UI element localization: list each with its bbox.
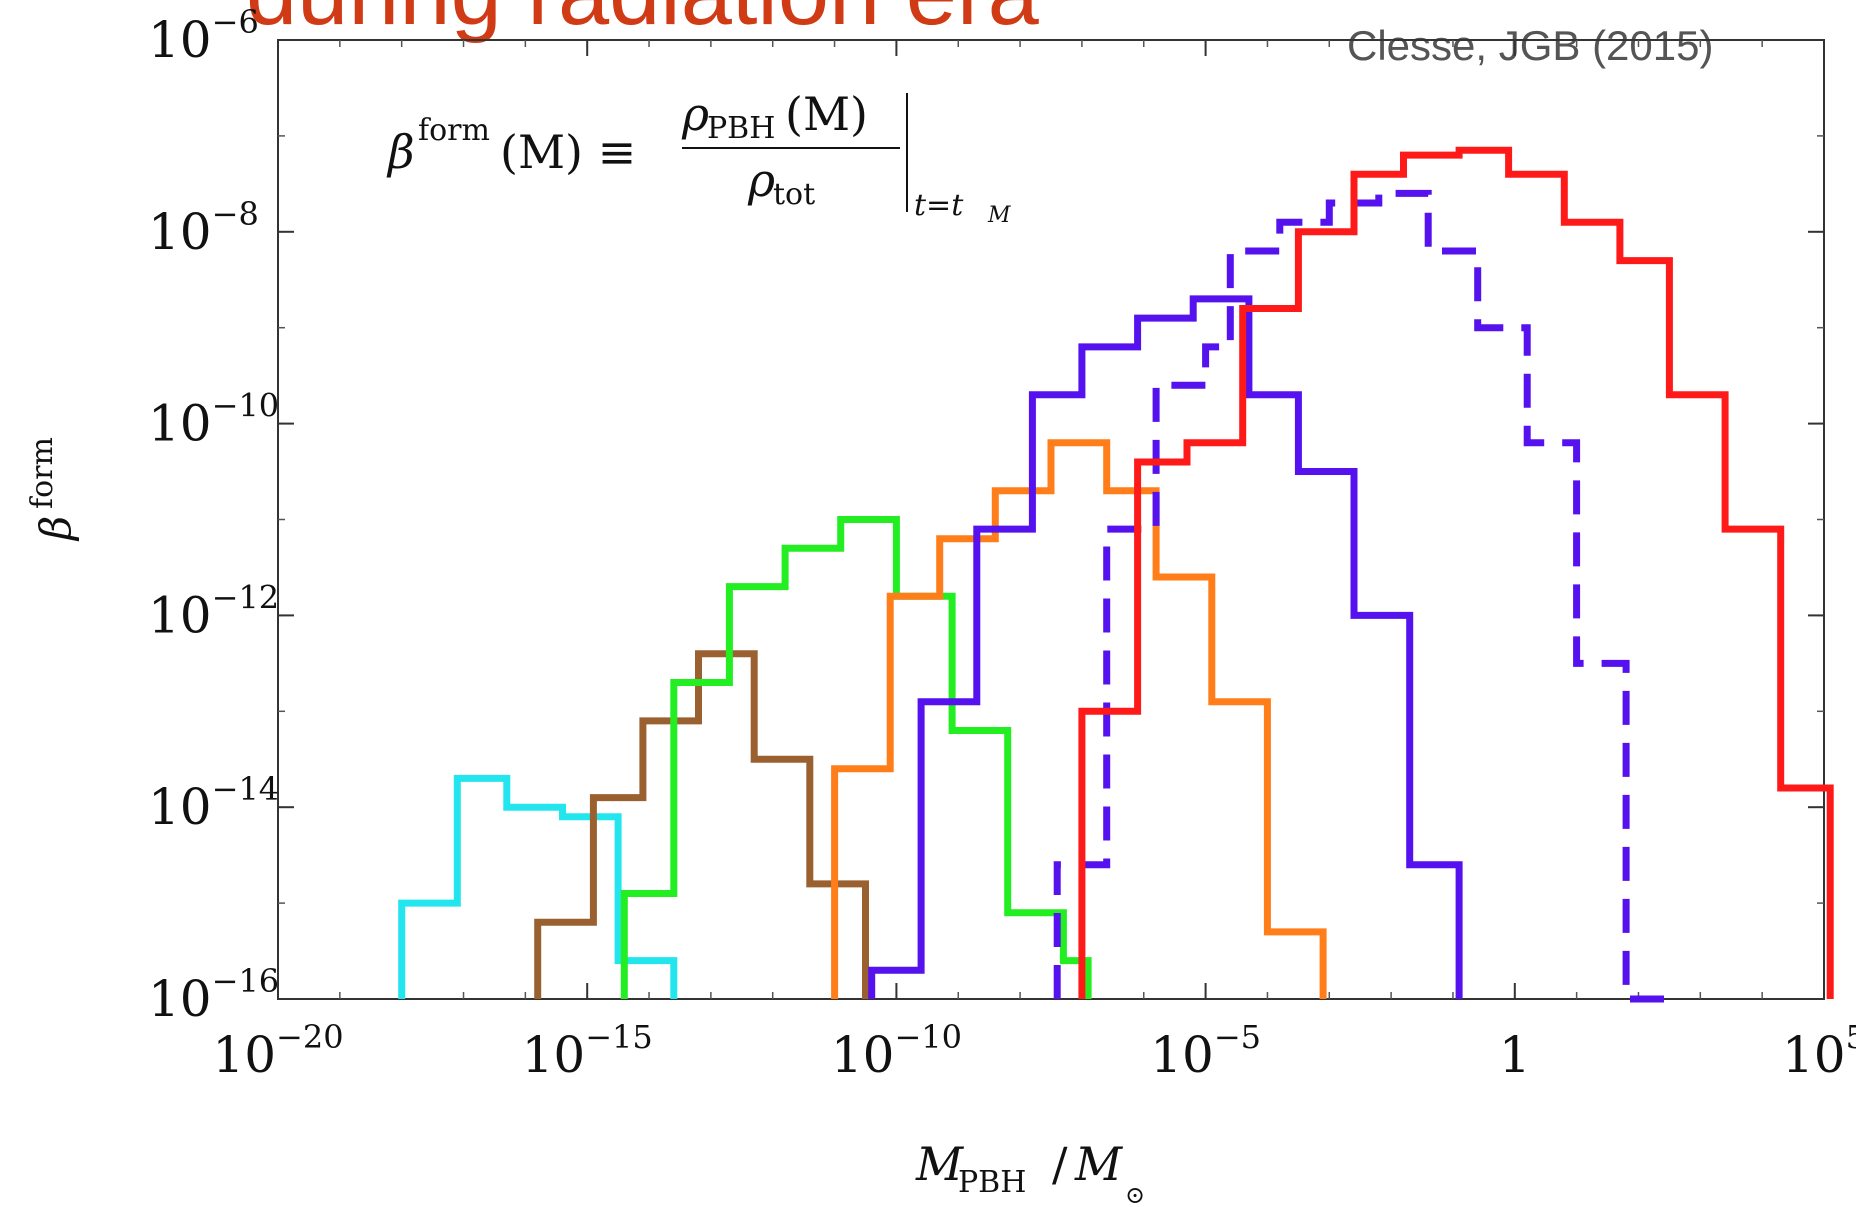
- x-tick-label-exp: −10: [894, 1018, 962, 1056]
- y-tick-label-exp: −6: [212, 3, 259, 41]
- x-tick-label-base: 1: [1499, 1026, 1531, 1084]
- y-tick-label-base: 10: [148, 970, 212, 1028]
- x-tick-label-exp: 5: [1846, 1018, 1856, 1056]
- x-tick-label: 1: [1499, 1026, 1531, 1084]
- y-tick-label-base: 10: [148, 395, 212, 453]
- y-axis-label-sup: form: [25, 437, 60, 509]
- y-tick-label: 10−16: [148, 962, 279, 1028]
- series-line-2: [534, 650, 869, 999]
- formula-denominator-sub: tot: [773, 177, 815, 212]
- x-axis-label-main: M: [915, 1137, 965, 1191]
- y-tick-label-exp: −10: [212, 387, 280, 425]
- series-line-4: [831, 439, 1327, 999]
- minor-ticks: [277, 39, 1825, 1000]
- series-line-6: [1053, 189, 1676, 1003]
- plot-frame: [277, 39, 1825, 1000]
- x-tick-label-base: 10: [522, 1026, 586, 1084]
- y-tick-label-exp: −16: [212, 962, 280, 1000]
- x-axis-label-slash: /: [1052, 1137, 1068, 1191]
- x-axis-label-sub: PBH: [958, 1165, 1026, 1200]
- formula-numerator-sub: PBH: [707, 111, 775, 146]
- y-tick-label: 10−12: [148, 578, 279, 644]
- series-line-3: [620, 516, 1092, 999]
- formula-lhs: β: [386, 125, 415, 179]
- formula: β form (M) ≡ ρ PBH (M) ρ tot t=t M: [386, 87, 1011, 228]
- y-tick-label: 10−14: [148, 770, 279, 836]
- y-tick-label: 10−10: [148, 387, 279, 453]
- series-layer: [398, 146, 1834, 1003]
- y-tick-label-exp: −12: [212, 578, 280, 616]
- x-tick-label-exp: −15: [585, 1018, 653, 1056]
- y-tick-label-exp: −14: [212, 770, 280, 808]
- y-tick-label: 10−8: [148, 195, 259, 261]
- x-tick-label: 105: [1782, 1018, 1856, 1084]
- formula-denominator: ρ: [747, 153, 775, 207]
- x-tick-label: 10−15: [522, 1018, 653, 1084]
- x-tick-labels: 10−20 10−15 10−10 10−5 1 105: [212, 1018, 1856, 1084]
- series-line-5: [868, 295, 1463, 999]
- y-axis-label-main: β: [31, 516, 80, 542]
- series-line-7: [1078, 146, 1834, 999]
- formula-lhs-sup: form: [418, 113, 490, 148]
- y-tick-label-base: 10: [148, 778, 212, 836]
- y-axis-label: β form: [25, 437, 80, 542]
- y-tick-label-exp: −8: [212, 195, 259, 233]
- y-tick-label-base: 10: [148, 203, 212, 261]
- formula-lhs-arg: (M) ≡: [500, 125, 636, 179]
- x-tick-label: 10−10: [831, 1018, 962, 1084]
- x-tick-label: 10−20: [212, 1018, 343, 1084]
- major-ticks: [277, 39, 1825, 1000]
- y-tick-label-base: 10: [148, 586, 212, 644]
- formula-numerator: ρ: [681, 87, 709, 141]
- formula-eval-sub: M: [987, 203, 1011, 228]
- x-tick-label-base: 10: [1782, 1026, 1846, 1084]
- chart-title: during radiation era: [246, 0, 1040, 44]
- y-tick-label-base: 10: [148, 11, 212, 69]
- formula-numerator-arg: (M): [785, 87, 868, 141]
- x-axis-label: M PBH / M ⊙: [915, 1137, 1145, 1207]
- x-tick-label-base: 10: [831, 1026, 895, 1084]
- x-tick-label-exp: −5: [1214, 1018, 1261, 1056]
- x-axis-label-sub2: ⊙: [1125, 1181, 1145, 1207]
- formula-eval-at: t=t: [914, 188, 964, 223]
- citation-label: Clesse, JGB (2015): [1347, 22, 1713, 69]
- x-tick-label-exp: −20: [276, 1018, 344, 1056]
- y-tick-label: 10−6: [148, 3, 259, 69]
- x-axis-label-main2: M: [1074, 1137, 1124, 1191]
- x-tick-label-base: 10: [1150, 1026, 1214, 1084]
- x-tick-label: 10−5: [1150, 1018, 1261, 1084]
- x-tick-label-base: 10: [212, 1026, 276, 1084]
